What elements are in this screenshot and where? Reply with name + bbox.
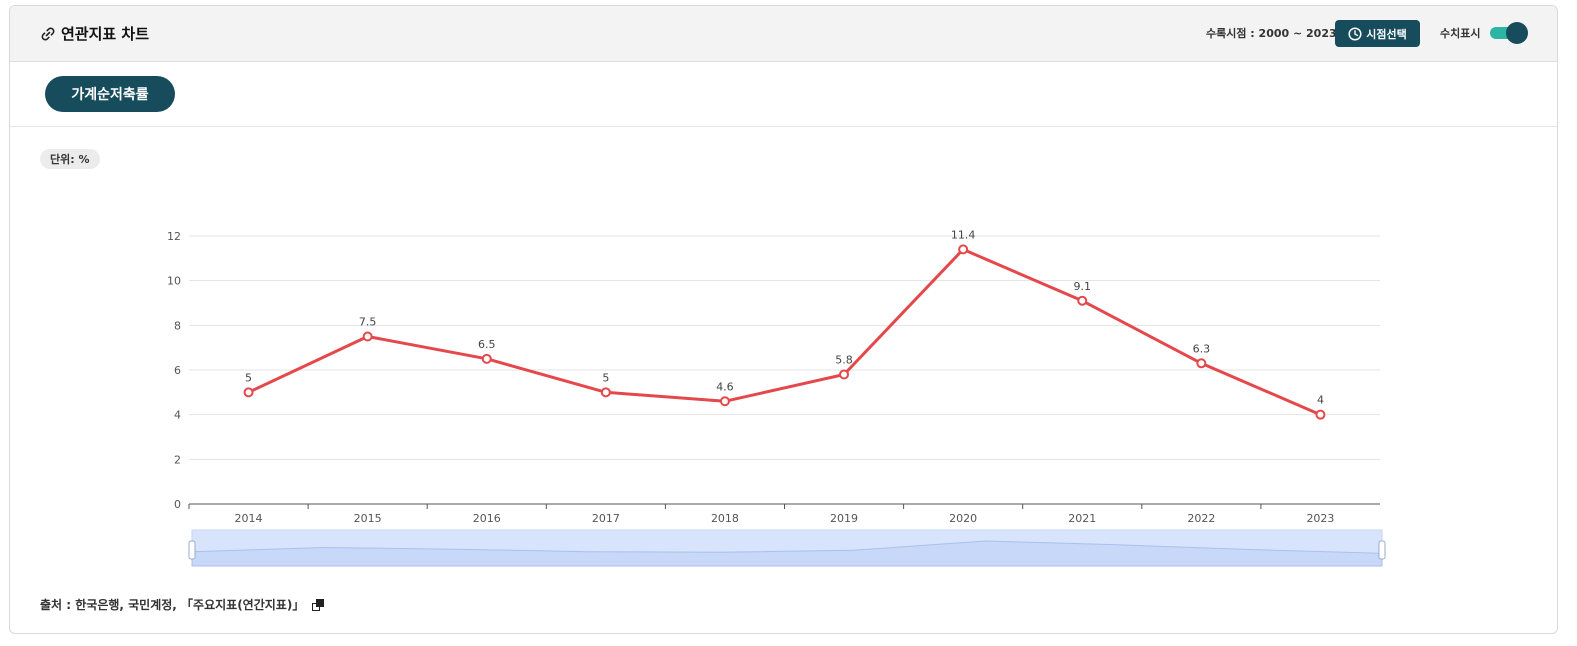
data-label: 11.4 [951, 228, 976, 241]
x-tick-label: 2016 [473, 512, 501, 525]
x-tick-label: 2020 [949, 512, 977, 525]
y-tick-label: 6 [174, 364, 181, 377]
source-line: 출처 : 한국은행, 국민계정, 「주요지표(연간지표)」 [40, 596, 325, 613]
data-label: 5.8 [835, 353, 853, 366]
value-toggle-label: 수치표시 [1440, 27, 1481, 40]
y-tick-label: 0 [174, 498, 181, 511]
panel-title: 연관지표 차트 [40, 23, 149, 44]
y-tick-label: 10 [167, 275, 181, 288]
x-tick-label: 2022 [1187, 512, 1215, 525]
x-tick-label: 2019 [830, 512, 858, 525]
data-label: 6.5 [478, 338, 496, 351]
data-point [1077, 295, 1088, 306]
data-point [958, 244, 969, 255]
value-toggle[interactable] [1490, 22, 1528, 44]
data-label: 6.3 [1193, 342, 1211, 355]
panel-header: 연관지표 차트 수록시점 : 2000 ~ 2023 시점선택 수치표시 [10, 6, 1557, 62]
series-line [247, 247, 1322, 417]
line-chart: 0 2 4 6 8 10 12 2014 2015 2016 2017 2018 2019 2020 202… [167, 228, 1386, 567]
data-point [243, 387, 254, 398]
toggle-knob [1506, 22, 1528, 44]
data-label: 7.5 [359, 316, 377, 329]
indicator-tab[interactable]: 가계순저축률 [45, 76, 175, 112]
data-point [719, 396, 730, 407]
y-tick-label: 8 [174, 319, 181, 332]
data-label: 4.6 [716, 380, 734, 393]
y-tick-label: 12 [167, 230, 181, 243]
zoom-handle-left [188, 540, 196, 560]
x-tick-label: 2023 [1306, 512, 1334, 525]
data-point [362, 331, 373, 342]
x-tick-label: 2017 [592, 512, 620, 525]
zoom-handle-right [1378, 540, 1386, 560]
data-point [600, 387, 611, 398]
x-tick-label: 2014 [235, 512, 263, 525]
panel-title-text: 연관지표 차트 [61, 25, 150, 43]
x-tick-label: 2015 [354, 512, 382, 525]
data-label: 5 [245, 371, 252, 384]
clock-icon [1348, 26, 1362, 41]
chart-panel: 연관지표 차트 수록시점 : 2000 ~ 2023 시점선택 수치표시 가계순… [9, 5, 1558, 634]
data-label: 5 [602, 371, 609, 384]
period-select-label: 시점선택 [1366, 27, 1407, 41]
copy-icon[interactable] [312, 598, 325, 611]
x-tick-label: 2018 [711, 512, 739, 525]
data-point [481, 353, 492, 364]
data-point [839, 369, 850, 380]
data-point [1196, 358, 1207, 369]
link-icon [41, 27, 55, 40]
x-tick-label: 2021 [1068, 512, 1096, 525]
indicator-bar: 가계순저축률 [10, 62, 1557, 127]
y-tick-label: 2 [174, 453, 181, 466]
data-label: 9.1 [1074, 280, 1092, 293]
unit-badge: 단위: % [40, 149, 100, 169]
y-tick-label: 4 [174, 409, 181, 422]
data-label: 4 [1317, 394, 1324, 407]
period-label: 수록시점 : 2000 ~ 2023 [1206, 27, 1337, 40]
source-text: 출처 : 한국은행, 국민계정, 「주요지표(연간지표)」 [40, 598, 305, 612]
period-select-button[interactable]: 시점선택 [1335, 20, 1420, 47]
data-point [1315, 409, 1326, 420]
